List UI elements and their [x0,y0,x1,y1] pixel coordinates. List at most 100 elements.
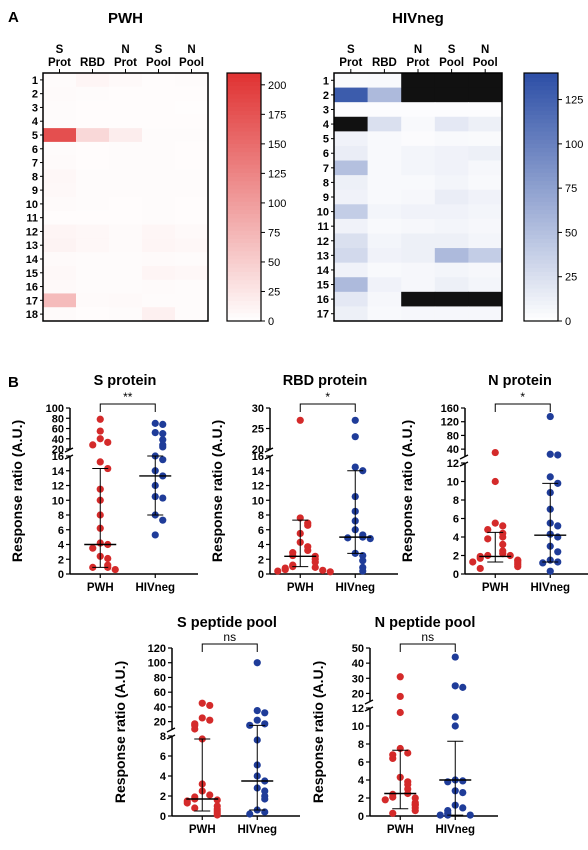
colorbar-segment [227,101,261,107]
y-tick-label: 14 [252,466,265,478]
colorbar-segment [227,213,261,219]
colorbar-frame [226,72,262,322]
data-point [311,563,319,571]
row-label: 9 [32,185,38,197]
colorbar-segment [524,139,558,144]
y-tick-label: 80 [154,672,166,684]
chart-title: S protein [94,373,157,389]
colorbar-segment [524,312,558,318]
y-tick-label: 40 [52,434,64,446]
heatmap-cell [76,307,110,322]
row-label: 10 [317,207,329,219]
colorbar-segment [524,201,558,206]
colorbar-segment [524,259,558,264]
heatmap-cell [334,218,369,234]
data-point [159,494,167,502]
heatmap-cell [468,102,503,118]
row-label: 17 [26,295,38,307]
y-tick-label: 60 [52,424,64,436]
colorbar-segment [524,209,558,215]
data-point [351,463,359,471]
data-point [451,722,459,730]
y-tick-label: 6 [453,514,459,526]
significance-bracket [494,403,551,412]
heatmap-cell [367,233,402,249]
heatmap-cell [109,73,143,88]
y-axis-label: Response ratio (A.U.) [9,420,25,562]
heatmap-cell [76,252,110,267]
colorbar-segment [227,308,261,314]
colorbar-tick-label: 100 [565,139,583,151]
heatmap-cell [401,204,436,220]
data-point [104,438,112,446]
heatmap-cell [109,128,143,143]
colorbar-segment [524,304,558,310]
heatmap-cell [401,175,436,191]
colorbar-segment [227,238,261,244]
panel-label-a: A [8,9,19,26]
heatmap-cell [175,197,209,212]
chart-title: RBD protein [283,373,368,389]
heatmap-cell [142,183,176,198]
data-point [499,533,507,541]
heatmap-cell [109,238,143,253]
heatmap-cell [109,252,143,267]
axis-break-mark [364,706,374,712]
data-point [191,804,199,812]
heatmap-cell [367,248,402,264]
data-point [261,720,269,728]
chart-title: N peptide pool [375,615,476,631]
data-point [546,567,554,575]
row-label: 16 [26,282,38,294]
column-label: RBD [80,57,105,69]
heatmap-cell [401,116,436,132]
heatmap-cell [468,175,503,191]
colorbar-segment [227,296,261,301]
heatmap-cell [401,87,436,103]
colorbar-segment [227,106,261,111]
heatmap-cell [334,116,369,132]
row-label: 17 [317,309,329,321]
heatmap-cell [468,291,503,307]
heatmap-cell [434,102,469,118]
colorbar-segment [524,147,558,153]
data-point [459,777,467,785]
y-axis-label: Response ratio (A.U.) [310,661,326,803]
colorbar-tick-label: 125 [565,95,583,107]
colorbar-segment [227,242,261,248]
colorbar-segment [524,77,558,82]
heatmap-cell [434,116,469,132]
data-point [499,522,507,530]
heatmap-cell [334,262,369,278]
heatmap-cell [334,160,369,176]
data-point [253,716,261,724]
colorbar-segment [524,283,558,289]
heatmap-cell [76,100,110,115]
heatmap-cell [334,87,369,103]
heatmap-cell [109,307,143,322]
heatmap-cell [43,141,77,157]
row-label: 7 [32,158,38,170]
colorbar-tick-label: 75 [565,183,577,195]
heatmap-cell [142,265,176,281]
heatmap-cell [434,160,469,176]
row-label: 13 [317,250,329,262]
data-point [366,535,374,543]
colorbar-segment [227,130,261,136]
heatmap-cell [109,155,143,170]
colorbar-segment [227,143,261,148]
data-point [459,804,467,812]
colorbar-segment [524,126,558,132]
colorbar-segment [227,312,261,318]
data-point [206,701,214,710]
data-point [111,565,119,574]
axis-break-mark [264,454,274,460]
data-point [96,415,104,423]
data-point [491,448,499,457]
heatmap-cell [43,73,77,88]
data-point [246,810,254,818]
heatmap-cell [76,210,110,226]
row-label: 6 [323,148,329,160]
colorbar-segment [227,197,261,202]
